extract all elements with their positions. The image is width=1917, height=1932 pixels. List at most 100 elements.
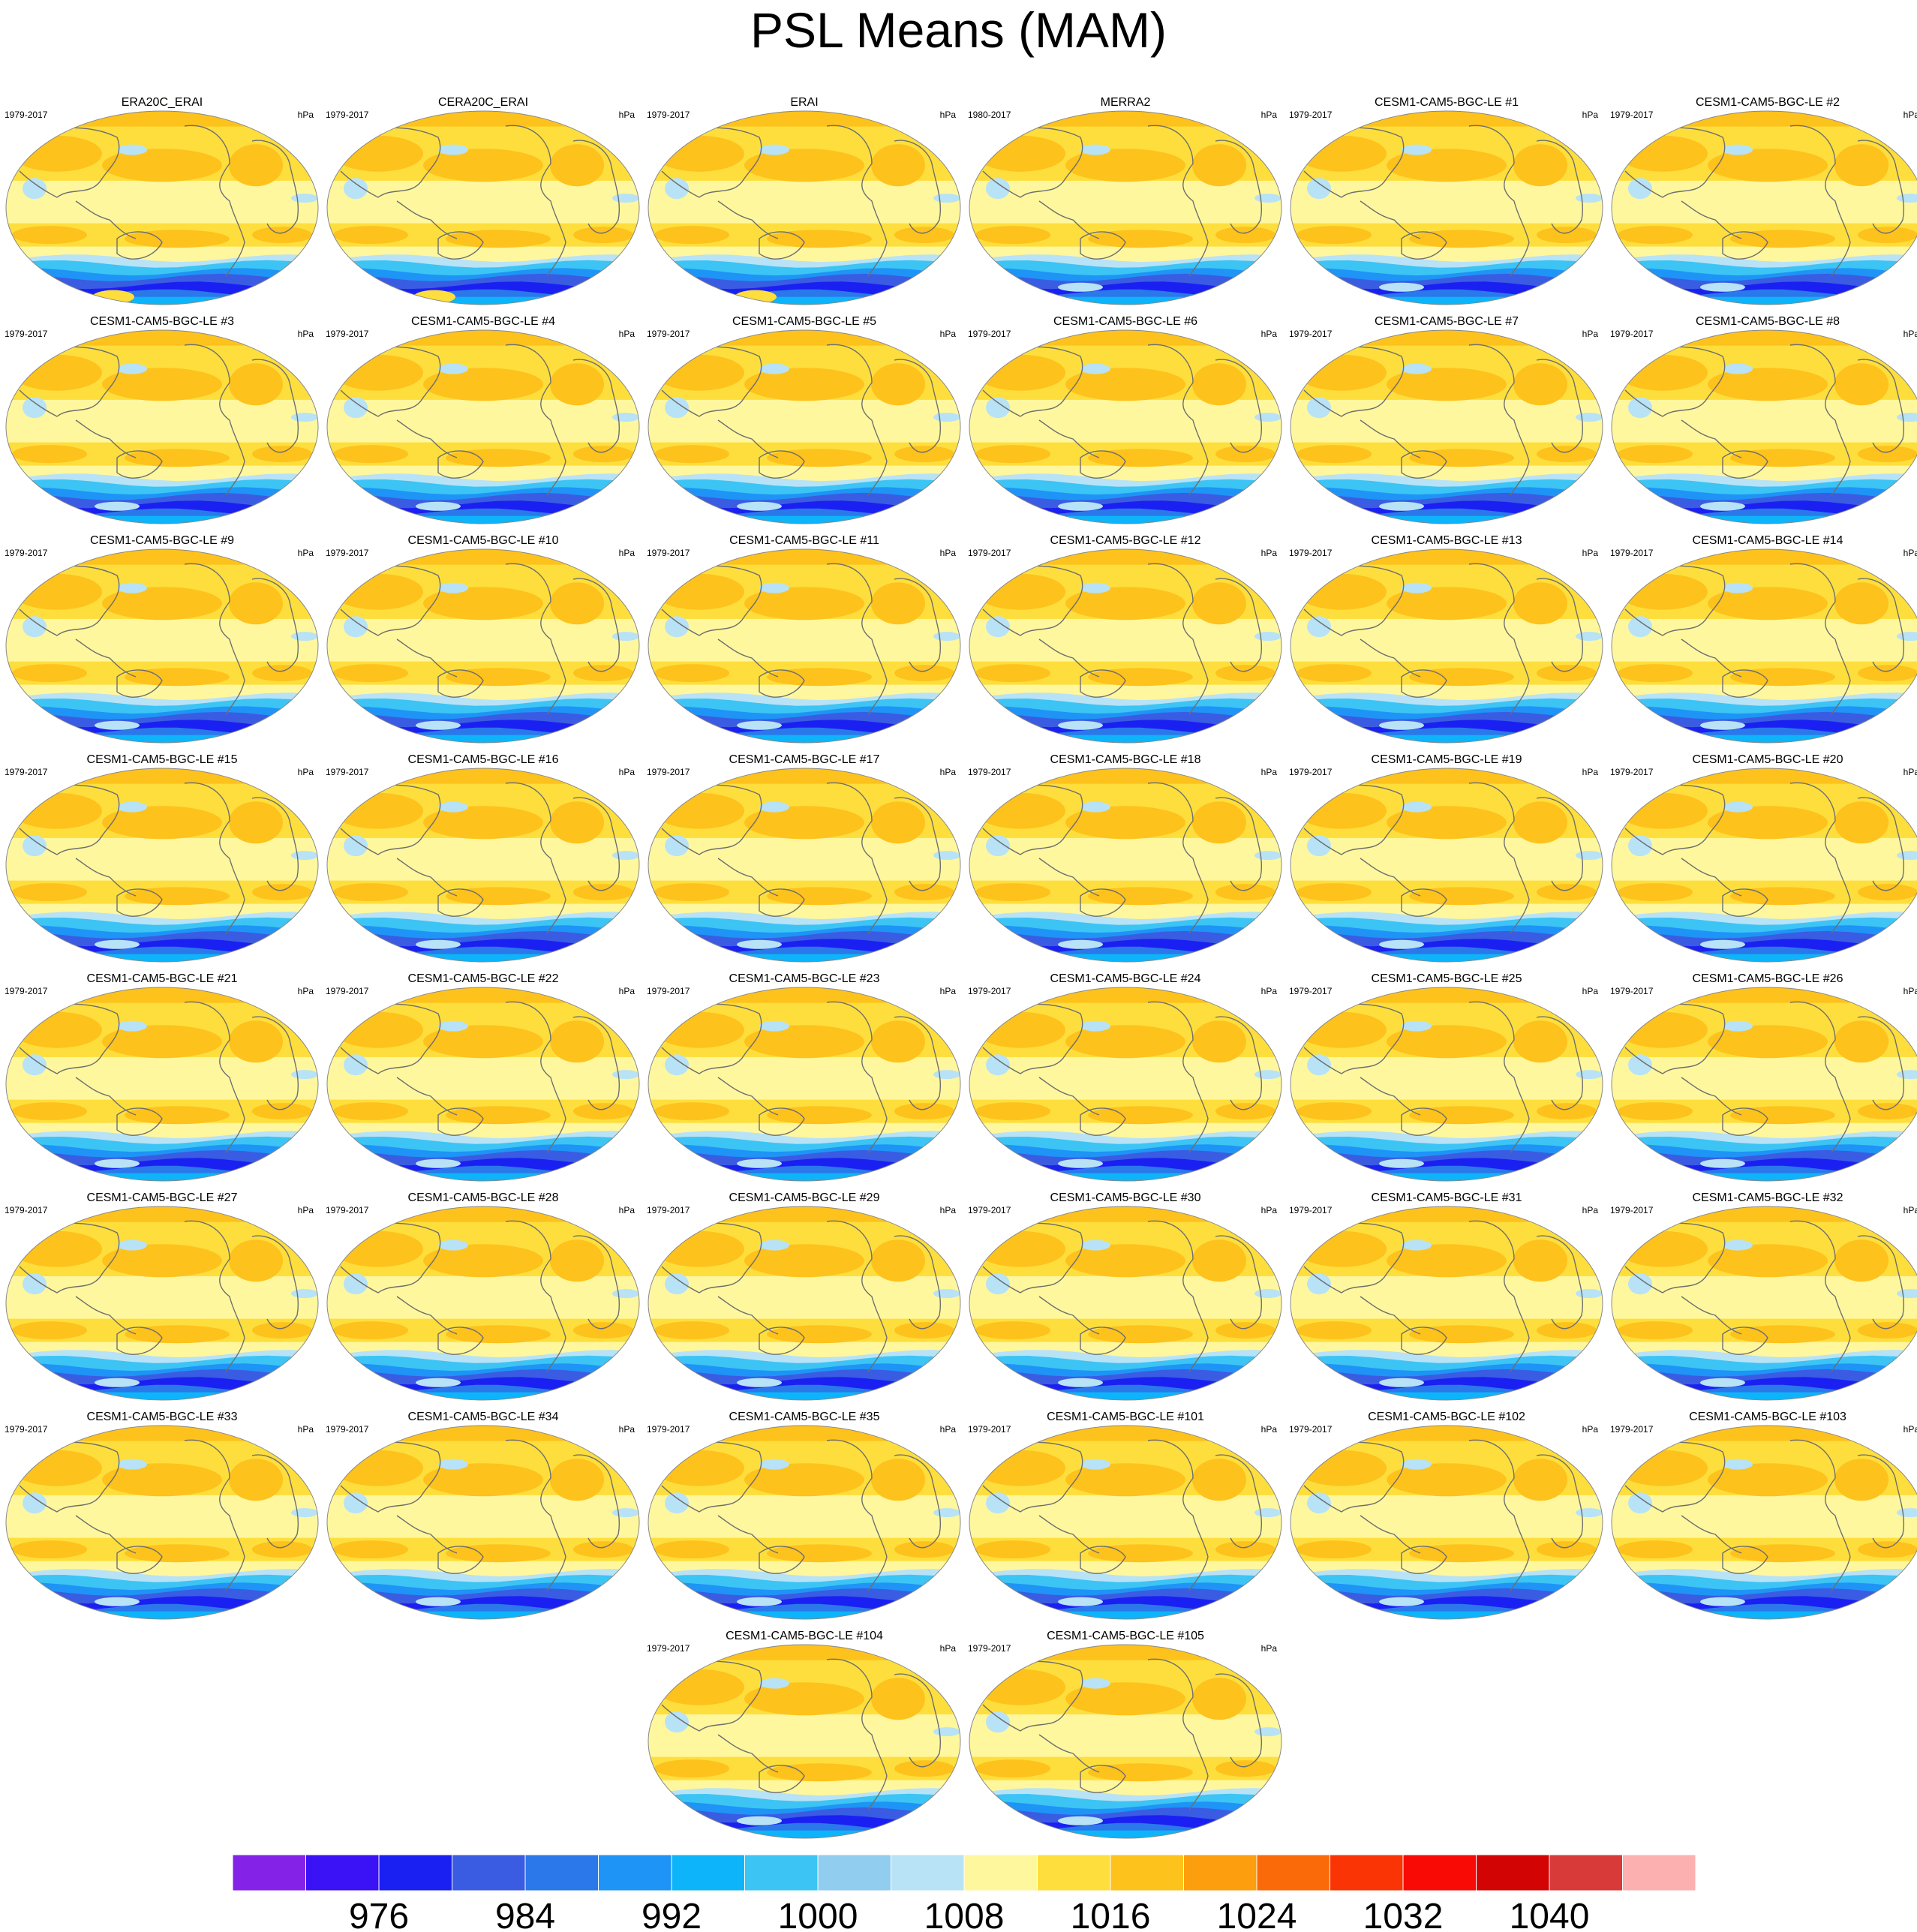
- south-atlantic-high: [894, 227, 954, 244]
- map-panel: CESM1-CAM5-BGC-LE #22 1979-2017 hPa: [326, 972, 641, 1182]
- south-atlantic-high: [894, 446, 954, 463]
- coastlines: [1303, 124, 1586, 277]
- coastline-3: [116, 1107, 163, 1136]
- indian-ocean-high: [1618, 883, 1693, 902]
- panel-years: 1979-2017: [647, 548, 690, 558]
- azores-high: [550, 1239, 604, 1282]
- azores-high: [1192, 1678, 1246, 1720]
- south-pacific-high: [1730, 887, 1835, 906]
- south-pacific-high: [1730, 668, 1835, 687]
- coastline-5: [1215, 797, 1263, 891]
- coastline-3: [116, 888, 163, 917]
- pacific-high: [1387, 368, 1507, 401]
- coastline-3: [759, 1327, 805, 1355]
- colorbar-box-6: [598, 1854, 672, 1891]
- map-canvas: [1611, 768, 1917, 963]
- african-low: [1254, 1508, 1282, 1518]
- map-outline: [5, 987, 319, 1182]
- map-panel: CESM1-CAM5-BGC-LE #11 1979-2017 hPa: [647, 534, 962, 744]
- south-pacific-high: [125, 230, 230, 248]
- asian-low: [344, 397, 368, 419]
- asian-high: [1618, 1011, 1708, 1048]
- panel-units: hPa: [297, 329, 314, 339]
- south-atlantic-high: [573, 227, 633, 244]
- coastline-4: [1468, 125, 1530, 277]
- panel-units: hPa: [1903, 1205, 1917, 1215]
- south-atlantic-high: [894, 1760, 954, 1777]
- coastline-3: [116, 450, 163, 479]
- antarctic-pattern: [737, 720, 782, 730]
- colorbar-box-7: [671, 1854, 745, 1891]
- map-outline: [326, 329, 640, 524]
- map-canvas: [5, 768, 319, 963]
- panel-title: CESM1-CAM5-BGC-LE #20: [1692, 753, 1843, 766]
- antarctic-pattern: [1058, 1158, 1103, 1168]
- antarctic-pattern: [1379, 720, 1424, 730]
- south-pacific-high: [1088, 887, 1193, 906]
- antarctic-region: [648, 1611, 960, 1619]
- psl-field: [6, 987, 318, 1181]
- coastline-2: [1038, 200, 1100, 239]
- panel-years: 1979-2017: [1610, 110, 1654, 120]
- map-panel: CESM1-CAM5-BGC-LE #2 1979-2017 hPa: [1610, 96, 1917, 306]
- map-outline: [648, 1425, 961, 1620]
- pacific-high: [1065, 149, 1185, 182]
- south-pacific-high: [446, 1544, 551, 1563]
- asian-low: [344, 835, 368, 857]
- south-atlantic-high: [573, 884, 633, 901]
- indian-ocean-high: [1618, 1321, 1693, 1340]
- coastline-2: [717, 1296, 779, 1335]
- panel-title: CESM1-CAM5-BGC-LE #7: [1374, 315, 1519, 328]
- colorbar-box-9: [817, 1854, 891, 1891]
- panel-title: CESM1-CAM5-BGC-LE #30: [1050, 1191, 1201, 1204]
- asian-low: [1307, 397, 1331, 419]
- coastline-4: [505, 1439, 566, 1591]
- figure-title: PSL Means (MAM): [750, 2, 1167, 58]
- pacific-high: [1708, 1244, 1828, 1278]
- aleutian-low: [117, 1239, 147, 1251]
- aleutian-low: [438, 144, 468, 155]
- coastline-4: [826, 1001, 888, 1153]
- coastline-5: [1857, 578, 1905, 672]
- map-outline: [969, 329, 1282, 524]
- coastline-5: [572, 1235, 620, 1330]
- coastline-4: [184, 1001, 245, 1153]
- azores-high: [229, 801, 283, 844]
- aleutian-low: [759, 801, 789, 813]
- map-panel: CESM1-CAM5-BGC-LE #30 1979-2017 hPa: [968, 1191, 1283, 1402]
- asian-low: [665, 616, 689, 638]
- asian-high: [1297, 1011, 1387, 1048]
- azores-high: [1834, 801, 1888, 844]
- pacific-high: [1065, 1244, 1185, 1278]
- coastlines: [1624, 1219, 1907, 1372]
- asian-high: [1618, 1230, 1708, 1267]
- indian-ocean-high: [333, 1102, 408, 1121]
- panel-units: hPa: [297, 110, 314, 120]
- antarctic-region: [969, 515, 1282, 524]
- coastline-3: [1080, 1765, 1126, 1793]
- asian-high: [12, 354, 102, 391]
- map-canvas: [1611, 1425, 1917, 1620]
- azores-high: [1834, 582, 1888, 625]
- map-canvas: [1611, 110, 1917, 305]
- coastline-3: [1722, 231, 1768, 260]
- coastline-3: [1080, 1107, 1126, 1136]
- antarctic-region: [327, 1173, 639, 1181]
- azores-high: [229, 1459, 283, 1501]
- map-panel: CESM1-CAM5-BGC-LE #27 1979-2017 hPa: [5, 1191, 320, 1402]
- antarctic-high: [413, 290, 455, 304]
- south-pacific-high: [1730, 449, 1835, 467]
- african-low: [1254, 1727, 1282, 1737]
- map-outline: [969, 987, 1282, 1182]
- antarctic-pattern: [1379, 282, 1424, 292]
- asian-high: [1618, 792, 1708, 829]
- panel-units: hPa: [618, 329, 635, 339]
- coastline-5: [1536, 140, 1584, 234]
- coastline-5: [251, 797, 299, 891]
- asian-high: [12, 1450, 102, 1486]
- panel-title: CESM1-CAM5-BGC-LE #29: [729, 1191, 880, 1204]
- panel-units: hPa: [1903, 986, 1917, 996]
- asian-low: [665, 397, 689, 419]
- south-atlantic-high: [1537, 1103, 1597, 1120]
- pacific-high: [1065, 1682, 1185, 1716]
